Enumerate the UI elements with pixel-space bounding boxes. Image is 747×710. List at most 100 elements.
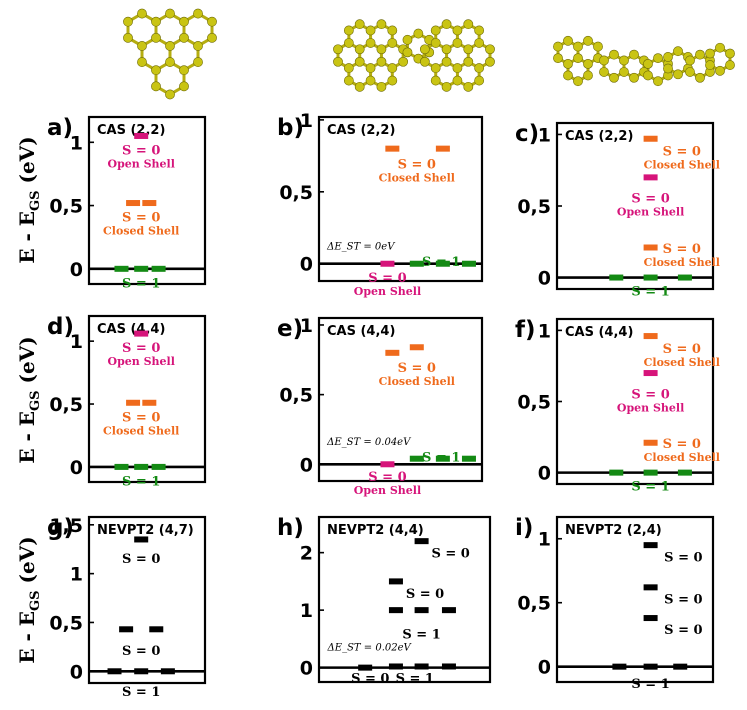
energy-level-bar [134,265,149,272]
state-label: S = 1 [402,627,440,642]
atom [123,32,133,43]
state-label: S = 1 [631,285,669,300]
energy-level-bar [134,668,149,675]
state-label: S = 0 [122,644,160,659]
state-label: S = 0 Closed Shell [644,144,720,171]
atom [343,63,354,73]
spin-label: S = 1 [122,276,160,291]
delta-est-label: ΔE_ST = 0eV [326,241,396,252]
energy-level-bar [643,439,658,446]
state-label: S = 0 Open Shell [354,470,421,497]
energy-level-bar [388,578,403,585]
panel-frame [317,115,484,283]
panel-frame [317,316,484,483]
energy-level-bar [643,542,658,549]
energy-level-bar [134,536,149,543]
atom [123,16,133,27]
atom [419,56,430,67]
panel-letter: b) [277,115,304,141]
energy-level-bar [643,333,658,340]
spin-label: S = 1 [122,685,160,700]
y-tick-label: 0,5 [517,392,551,414]
atom [474,63,485,73]
energy-level-bar [126,399,141,406]
energy-level-bar [409,344,424,351]
y-tick-label: 0,5 [49,196,83,218]
energy-level-bar [643,174,658,181]
atom [463,44,474,55]
atom [643,58,653,69]
atom [573,41,583,52]
atom [695,72,705,83]
spin-label: S = 1 [631,480,669,495]
energy-level-bar [114,463,129,470]
y-tick-label: 1 [300,600,313,622]
atom [193,57,203,67]
spin-label: S = 1 [396,672,434,687]
y-tick-label: 1,5 [49,515,83,537]
energy-level-bar [151,463,166,470]
atom [430,25,441,36]
atom [179,16,189,27]
state-label: S = 0 Closed Shell [644,242,720,269]
energy-level-bar [414,663,429,670]
y-tick-label: 0 [70,457,83,479]
atom [715,42,725,53]
panel-letter: h) [277,515,304,541]
atom [485,56,495,67]
atom [553,53,563,64]
atom [599,55,609,66]
state-label: S = 1 [396,672,434,687]
spin-label: S = 0 [664,592,702,607]
y-tick-label: 0 [538,463,551,485]
atom [387,63,398,73]
atom [643,70,653,81]
atom [165,41,175,51]
state-label: S = 0 [351,672,389,687]
method-label: CAS (2,2) [327,123,395,138]
atom [619,67,629,77]
state-label: S = 0 Closed Shell [379,361,455,388]
atom [485,44,495,55]
spin-label: S = 0 [631,192,669,207]
y-tick-label: 1 [70,132,83,154]
spin-label: S = 0 [122,552,160,567]
energy-level-bar [677,274,692,281]
panel-letter: d) [47,314,74,340]
energy-level-bar [414,607,429,614]
atom [137,57,147,67]
state-label: S = 0 [664,623,702,638]
atom [387,38,398,48]
method-label: NEVPT2 (4,4) [327,523,424,538]
atom [463,19,474,30]
energy-level-bar [409,260,424,267]
atom [441,56,452,67]
panel-letter: f) [515,317,536,343]
chain-molecule-icon [553,35,735,87]
energy-level-bar [142,200,157,207]
y-tick-label: 1 [300,110,313,132]
atom [441,81,452,92]
atom [207,16,217,27]
spin-label: S = 0 [368,470,406,485]
spin-label: S = 0 [122,211,160,226]
atom [193,8,203,19]
spin-label: S = 0 [663,242,701,257]
spin-label: S = 0 [631,387,669,402]
y-tick-label: 0 [300,658,313,680]
y-tick-label: 0 [70,661,83,683]
atom [663,63,673,74]
atom [663,52,673,62]
atom [553,41,563,52]
method-label: NEVPT2 (4,7) [97,523,194,538]
atom [583,70,593,81]
atom [354,56,365,67]
atom [151,65,161,76]
atom [165,57,175,67]
energy-level-bar [385,145,400,152]
